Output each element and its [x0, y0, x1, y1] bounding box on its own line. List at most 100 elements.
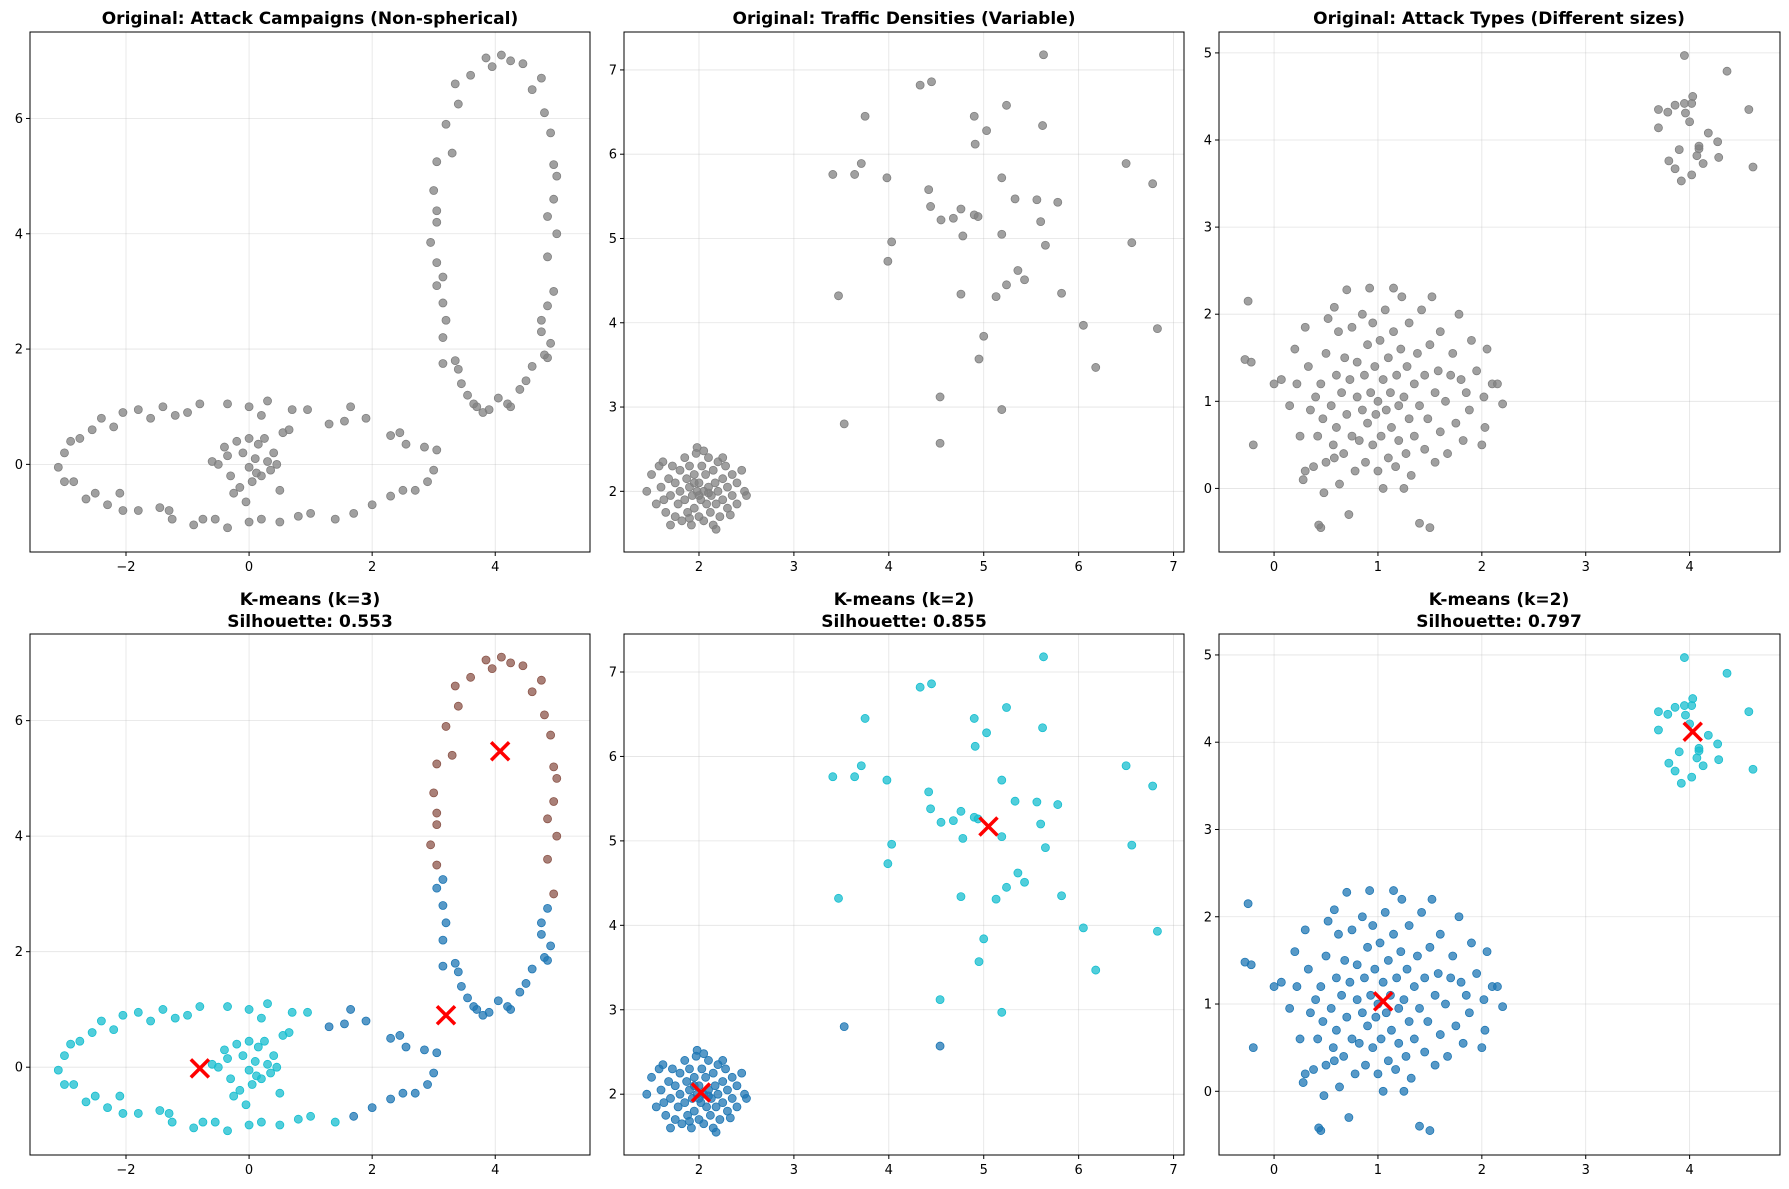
data-point: [167, 1117, 177, 1127]
data-point: [493, 393, 503, 403]
centroid-marker: [1372, 991, 1394, 1012]
data-point: [450, 356, 460, 366]
data-point: [666, 491, 675, 500]
data-point: [75, 434, 85, 443]
data-point: [1091, 363, 1101, 372]
x-tick-label: 3: [1582, 560, 1590, 575]
data-point: [253, 1042, 263, 1052]
data-point: [839, 1022, 849, 1032]
data-point: [723, 1085, 732, 1095]
data-point: [195, 399, 205, 409]
y-tick-label: 0: [15, 1061, 23, 1076]
data-point: [552, 171, 562, 181]
data-point: [1248, 440, 1258, 450]
data-point: [155, 503, 165, 513]
data-point: [432, 883, 442, 893]
data-point: [997, 405, 1007, 414]
data-point: [552, 831, 562, 841]
data-point: [306, 1111, 316, 1121]
data-point: [90, 1091, 100, 1101]
data-point: [536, 918, 546, 928]
data-point: [453, 99, 463, 109]
data-point: [1402, 362, 1412, 371]
data-point: [103, 500, 112, 510]
data-point: [1032, 797, 1042, 807]
data-point: [515, 987, 525, 997]
data-point: [1397, 292, 1407, 302]
data-point: [1269, 379, 1279, 389]
data-point: [423, 1080, 432, 1089]
data-point: [506, 56, 516, 66]
x-tick-label: 5: [980, 560, 988, 575]
data-point: [266, 465, 276, 475]
panel-4-title: K-means (k=3): [240, 590, 381, 610]
data-point: [680, 453, 690, 463]
data-point: [915, 682, 925, 692]
data-point: [732, 478, 742, 488]
data-point: [991, 894, 1001, 904]
data-point: [664, 1077, 674, 1086]
data-point: [718, 495, 728, 505]
data-point: [303, 1007, 312, 1017]
data-point: [694, 491, 704, 500]
x-tick-label: 6: [1075, 1163, 1083, 1178]
data-point: [330, 514, 340, 524]
y-tick-label: 4: [1204, 736, 1212, 751]
data-point: [441, 119, 451, 129]
data-point: [1435, 327, 1445, 337]
data-point: [1298, 475, 1308, 485]
data-point: [697, 1064, 707, 1074]
y-tick-label: 6: [609, 148, 617, 163]
data-point: [1290, 947, 1300, 957]
data-point: [718, 1056, 728, 1065]
data-point: [367, 1103, 377, 1113]
data-point: [1415, 1003, 1424, 1013]
data-point: [680, 1056, 690, 1065]
data-point: [1127, 238, 1137, 248]
data-point: [680, 1098, 690, 1108]
data-point: [1002, 100, 1011, 110]
data-point: [543, 814, 552, 824]
data-point: [133, 1109, 143, 1118]
data-point: [1269, 982, 1279, 991]
panel-6: 0 1 2 3 4 0 1 2 3 4 5: [1204, 633, 1781, 1178]
data-point: [552, 229, 562, 239]
data-point: [1319, 1091, 1329, 1101]
data-point: [685, 1064, 694, 1074]
data-point: [1318, 414, 1328, 424]
data-point: [1498, 1002, 1508, 1012]
data-point: [1409, 1034, 1419, 1044]
data-point: [438, 359, 448, 368]
data-point: [668, 461, 677, 471]
data-point: [926, 202, 935, 211]
data-point: [420, 442, 429, 452]
data-point: [1010, 194, 1020, 204]
data-point: [1458, 1038, 1468, 1048]
data-point: [456, 379, 466, 389]
data-point: [958, 231, 968, 241]
x-tick-label: 2: [695, 560, 703, 575]
data-point: [386, 1094, 396, 1104]
data-point: [656, 1085, 666, 1095]
data-point: [1458, 436, 1468, 445]
data-point: [1435, 427, 1445, 437]
data-point: [1295, 1034, 1305, 1044]
data-point: [478, 408, 488, 417]
data-point: [1376, 431, 1386, 441]
centroid-marker: [978, 816, 999, 837]
data-point: [982, 126, 991, 136]
data-point: [1370, 964, 1380, 974]
data-point: [60, 477, 69, 487]
data-point: [1321, 457, 1331, 467]
y-tick-label: 7: [609, 665, 617, 680]
y-tick-label: 0: [15, 458, 23, 473]
data-point: [1036, 819, 1046, 829]
data-point: [1326, 401, 1336, 411]
data-point: [1352, 392, 1362, 402]
data-point: [979, 331, 989, 341]
data-point: [1365, 283, 1375, 293]
x-tick-label: 0: [1270, 1163, 1278, 1178]
data-point: [401, 439, 411, 449]
data-point: [1654, 123, 1663, 133]
data-point: [1392, 973, 1402, 983]
